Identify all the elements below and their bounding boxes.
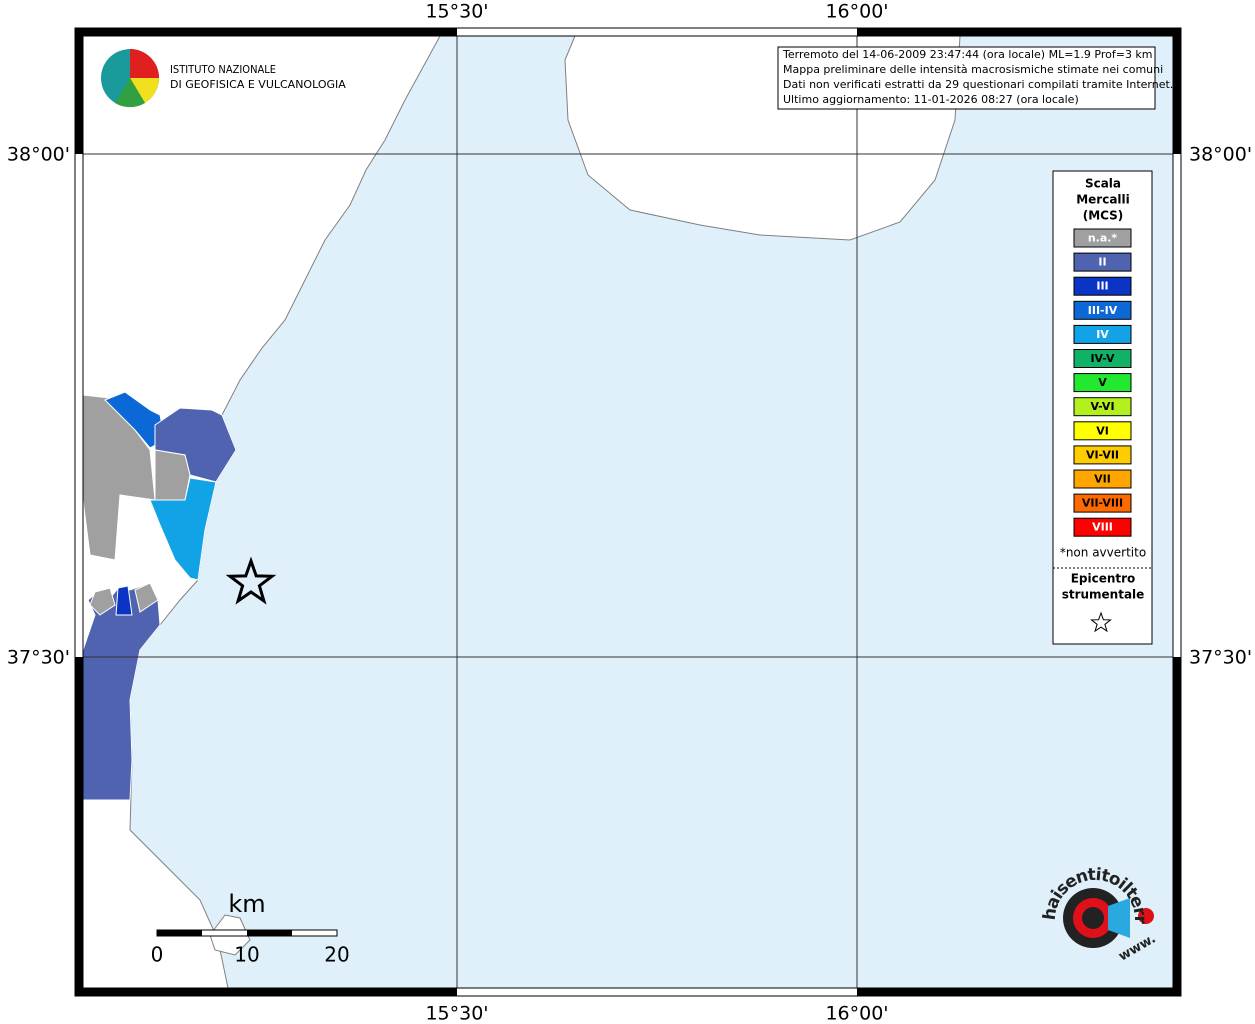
info-line: Terremoto del 14-06-2009 23:47:44 (ora l… (782, 48, 1153, 61)
legend-label: VII-VIII (1082, 497, 1123, 510)
legend-label: V (1098, 376, 1107, 389)
lat-label: 37°30' (1189, 647, 1252, 669)
legend-swatch (1073, 276, 1132, 296)
legend-swatch (1073, 517, 1132, 537)
lat-label: 37°30' (7, 647, 70, 669)
legend-swatch (1073, 373, 1132, 393)
logo-segment (130, 78, 160, 103)
area-iii (115, 585, 133, 616)
legend-swatch (1073, 324, 1132, 344)
frame (74, 27, 1182, 997)
frame-segment (75, 28, 457, 36)
frame-segment (75, 28, 83, 154)
legend-title: Mercalli (1076, 193, 1130, 207)
legend-label: VI (1096, 424, 1109, 437)
legend-label: II (1098, 256, 1106, 269)
scale-segment (157, 930, 202, 936)
legend-swatch (1073, 421, 1132, 441)
legend-footnote: *non avvertito (1060, 546, 1146, 560)
area-na (89, 587, 116, 616)
legend-epicenter: Epicentro (1071, 572, 1136, 586)
lon-label: 15°30' (425, 1, 488, 23)
lon-label: 16°00' (825, 1, 888, 23)
legend-swatch (1073, 228, 1132, 248)
legend-swatch (1073, 493, 1132, 513)
legend-label: VI-VII (1086, 448, 1119, 461)
legend-label: VII (1094, 473, 1111, 486)
frame-segment (857, 28, 1181, 36)
legend: ScalaMercalli(MCS)n.a.*IIIIIIII-IVIVIV-V… (1073, 177, 1132, 537)
scale-segment (247, 930, 292, 936)
scale-bar: km 0 10 20 (151, 890, 350, 967)
logo-speaker (1108, 898, 1130, 938)
lat-label: 38°00' (7, 144, 70, 166)
lon-label: 15°30' (425, 1003, 488, 1024)
ingv-logo: ISTITUTO NAZIONALE DI GEOFISICA E VULCAN… (101, 49, 346, 108)
lon-label: 16°00' (825, 1003, 888, 1024)
logo-text: ISTITUTO NAZIONALE (170, 63, 276, 76)
legend-swatch (1073, 397, 1132, 417)
info-line: Mappa preliminare delle intensità macros… (783, 63, 1163, 76)
epicenter (225, 556, 277, 605)
legend-epicenter: strumentale (1062, 588, 1145, 602)
logo-segment (130, 49, 159, 78)
legend-swatch (1073, 445, 1132, 465)
legend-label: III (1096, 280, 1108, 293)
graticule (83, 36, 1173, 988)
scale-unit: km (228, 890, 265, 918)
scale-label: 0 (151, 943, 164, 967)
lat-label: 38°00' (1189, 144, 1252, 166)
area-na (134, 582, 159, 613)
logo-ring (1082, 907, 1104, 929)
area-iv (149, 477, 217, 581)
legend-star (1090, 611, 1112, 633)
frame-inner (82, 35, 1174, 989)
info-line: Ultimo aggiornamento: 11-01-2026 08:27 (… (783, 93, 1079, 106)
info-box (777, 46, 1156, 110)
legend-label: IV (1096, 328, 1109, 341)
logo-text: DI GEOFISICA E VULCANOLOGIA (170, 78, 346, 91)
legend-title: (MCS) (1083, 209, 1124, 223)
scale-label: 10 (234, 943, 259, 967)
frame-segment (857, 988, 1181, 996)
legend-label: IV-V (1090, 352, 1115, 365)
legend-swatch (1073, 252, 1132, 272)
legend-label: V-VI (1090, 400, 1114, 413)
legend-label: III-IV (1088, 304, 1118, 317)
legend-title: Scala (1085, 177, 1121, 191)
info-line: Dati non verificati estratti da 29 quest… (783, 78, 1173, 91)
legend-swatch (1073, 300, 1132, 320)
frame-segment (1173, 657, 1181, 996)
frame-segment (75, 657, 83, 996)
logo-segment (115, 78, 145, 108)
frame-outline (74, 27, 1182, 997)
legend-swatch (1073, 349, 1132, 368)
legend-label: n.a.* (1088, 232, 1118, 245)
legend-swatch (1073, 469, 1132, 489)
frame-segment (1173, 28, 1181, 154)
scale-label: 20 (324, 943, 349, 967)
frame-segment (75, 988, 457, 996)
info-text: Terremoto del 14-06-2009 23:47:44 (ora l… (782, 48, 1173, 106)
legend-label: VIII (1092, 521, 1113, 534)
logo-dot (1138, 908, 1154, 924)
area-na (154, 449, 191, 501)
